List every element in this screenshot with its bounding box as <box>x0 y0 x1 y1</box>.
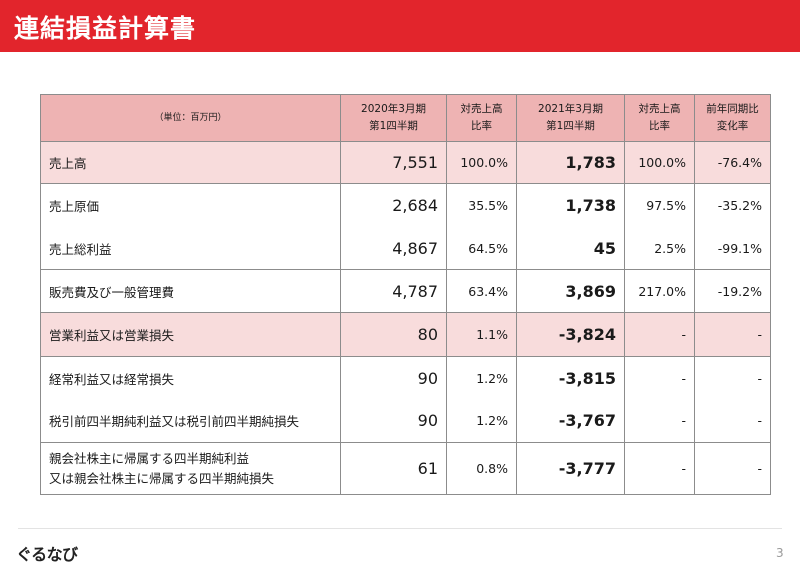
curr-ratio: - <box>624 442 695 495</box>
row-label: 売上高 <box>40 141 341 184</box>
row-label: 税引前四半期純利益又は税引前四半期純損失 <box>40 399 341 443</box>
curr-value: -3,824 <box>516 312 625 357</box>
table-row: 販売費及び一般管理費 4,787 63.4% 3,869 217.0% -19.… <box>40 269 771 313</box>
page-number: 3 <box>776 546 784 560</box>
row-label: 営業利益又は営業損失 <box>40 312 341 357</box>
page-title: 連結損益計算書 <box>14 14 197 43</box>
change-rate: - <box>694 399 771 443</box>
title-bar: 連結損益計算書 <box>0 0 800 52</box>
table-row: 経常利益又は経常損失 90 1.2% -3,815 - - <box>40 356 771 400</box>
table-row: 売上原価 2,684 35.5% 1,738 97.5% -35.2% <box>40 183 771 228</box>
curr-value: -3,767 <box>516 399 625 443</box>
prev-ratio: 64.5% <box>446 227 517 270</box>
curr-ratio: - <box>624 312 695 357</box>
footer-divider <box>18 528 782 529</box>
change-rate: -19.2% <box>694 269 771 313</box>
row-label: 経常利益又は経常損失 <box>40 356 341 400</box>
prev-value: 4,867 <box>340 227 447 270</box>
col-header-curr-ratio: 対売上高 比率 <box>624 94 695 142</box>
curr-value: 45 <box>516 227 625 270</box>
change-rate: - <box>694 442 771 495</box>
gurunavi-logo: ぐるなび <box>16 545 78 564</box>
table-header-row: （単位：百万円） 2020年3月期 第1四半期 対売上高 比率 2021年3月期 第1… <box>40 94 771 142</box>
change-rate: -35.2% <box>694 183 771 228</box>
curr-value: 1,738 <box>516 183 625 228</box>
prev-value: 90 <box>340 356 447 400</box>
prev-ratio: 1.2% <box>446 399 517 443</box>
row-label: 販売費及び一般管理費 <box>40 269 341 313</box>
curr-ratio: 97.5% <box>624 183 695 228</box>
col-header-change: 前年同期比 変化率 <box>694 94 771 142</box>
curr-value: 3,869 <box>516 269 625 313</box>
row-label: 売上総利益 <box>40 227 341 270</box>
prev-ratio: 100.0% <box>446 141 517 184</box>
curr-ratio: - <box>624 356 695 400</box>
col-header-prev: 2020年3月期 第1四半期 <box>340 94 447 142</box>
change-rate: - <box>694 356 771 400</box>
prev-ratio: 35.5% <box>446 183 517 228</box>
change-rate: -76.4% <box>694 141 771 184</box>
curr-ratio: - <box>624 399 695 443</box>
table-row: 親会社株主に帰属する四半期純利益 又は親会社株主に帰属する四半期純損失 61 0.… <box>40 442 771 495</box>
col-header-curr: 2021年3月期 第1四半期 <box>516 94 625 142</box>
prev-value: 4,787 <box>340 269 447 313</box>
prev-value: 7,551 <box>340 141 447 184</box>
col-header-prev-ratio: 対売上高 比率 <box>446 94 517 142</box>
curr-ratio: 217.0% <box>624 269 695 313</box>
prev-ratio: 1.2% <box>446 356 517 400</box>
curr-ratio: 2.5% <box>624 227 695 270</box>
prev-value: 2,684 <box>340 183 447 228</box>
curr-ratio: 100.0% <box>624 141 695 184</box>
row-label: 親会社株主に帰属する四半期純利益 又は親会社株主に帰属する四半期純損失 <box>40 442 341 495</box>
change-rate: - <box>694 312 771 357</box>
unit-label: （単位：百万円） <box>40 94 341 142</box>
table-row: 税引前四半期純利益又は税引前四半期純損失 90 1.2% -3,767 - - <box>40 399 771 443</box>
table-row: 売上高 7,551 100.0% 1,783 100.0% -76.4% <box>40 141 771 184</box>
prev-value: 80 <box>340 312 447 357</box>
change-rate: -99.1% <box>694 227 771 270</box>
prev-value: 90 <box>340 399 447 443</box>
table-row: 営業利益又は営業損失 80 1.1% -3,824 - - <box>40 312 771 357</box>
prev-value: 61 <box>340 442 447 495</box>
prev-ratio: 0.8% <box>446 442 517 495</box>
curr-value: 1,783 <box>516 141 625 184</box>
income-statement-table: （単位：百万円） 2020年3月期 第1四半期 対売上高 比率 2021年3月期 第1… <box>40 94 771 495</box>
table-row: 売上総利益 4,867 64.5% 45 2.5% -99.1% <box>40 227 771 270</box>
prev-ratio: 1.1% <box>446 312 517 357</box>
curr-value: -3,777 <box>516 442 625 495</box>
row-label: 売上原価 <box>40 183 341 228</box>
curr-value: -3,815 <box>516 356 625 400</box>
prev-ratio: 63.4% <box>446 269 517 313</box>
